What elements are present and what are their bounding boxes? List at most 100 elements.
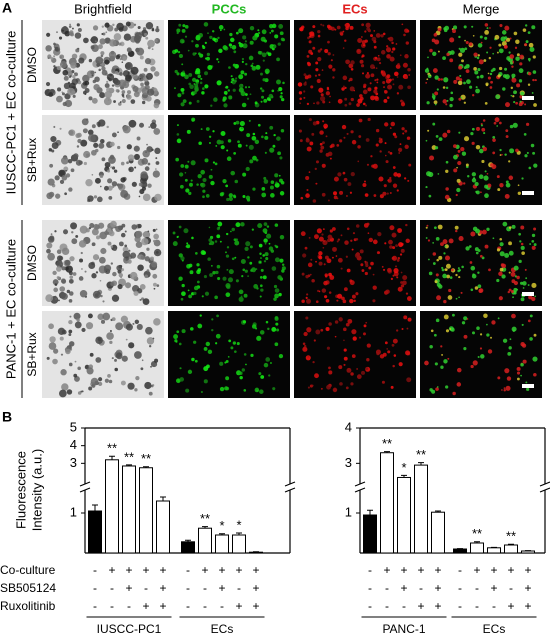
cell: [486, 227, 490, 231]
cell: [516, 53, 520, 57]
cell: [477, 249, 481, 252]
cell: [71, 238, 78, 245]
cell: [504, 25, 510, 31]
panel-label: B: [2, 409, 12, 425]
cell: [147, 230, 150, 233]
treatment-sign: +: [507, 563, 514, 577]
bar: [470, 542, 484, 554]
cell: [117, 183, 124, 189]
cell: [184, 35, 188, 38]
cell: [262, 275, 267, 280]
cell: [365, 321, 368, 324]
cell: [266, 233, 272, 239]
cell: [428, 194, 432, 198]
cell: [225, 292, 231, 298]
cell: [186, 129, 191, 134]
cell: [323, 263, 326, 266]
cell: [200, 182, 206, 188]
cell: [154, 38, 158, 43]
cell: [195, 252, 198, 255]
cell: [139, 73, 142, 76]
cell: [195, 79, 200, 84]
cell: [219, 361, 224, 366]
cell: [263, 260, 267, 263]
cell: [365, 104, 368, 107]
treatment-sign: +: [473, 563, 480, 577]
cell: [362, 102, 366, 106]
cell: [445, 169, 449, 173]
cell: [307, 36, 310, 40]
cell: [253, 284, 259, 289]
cell: [71, 231, 74, 234]
cell: [204, 41, 207, 45]
bar: [504, 544, 518, 554]
cell: [69, 315, 72, 318]
cell: [203, 379, 208, 384]
cell: [59, 336, 64, 341]
cell: [46, 242, 53, 249]
cell: [150, 66, 156, 72]
treatment-sign: +: [417, 599, 424, 613]
cell: [118, 273, 123, 278]
cell: [106, 125, 109, 129]
cell: [77, 28, 82, 32]
cell: [311, 384, 314, 387]
cell: [86, 367, 94, 375]
cell: [435, 387, 439, 391]
cell: [392, 132, 397, 136]
cell: [349, 191, 353, 194]
cell: [366, 358, 370, 362]
cell: [527, 71, 532, 76]
cell: [260, 268, 264, 272]
error-bar: [185, 539, 191, 542]
cell: [404, 54, 409, 59]
cell: [432, 68, 438, 74]
significance: **: [124, 449, 134, 464]
cell: [499, 251, 505, 257]
cell: [318, 251, 323, 256]
cell: [529, 337, 533, 341]
cell: [47, 252, 55, 261]
cell: [234, 350, 237, 353]
cell: [107, 169, 111, 173]
cell: [139, 284, 146, 290]
cell: [472, 34, 475, 37]
cell: [371, 36, 377, 42]
cell: [191, 40, 194, 43]
cell: [524, 43, 528, 47]
cell: [520, 91, 525, 96]
cell: [247, 256, 250, 259]
treatment-sign: +: [252, 599, 259, 613]
cell: [262, 78, 266, 82]
cell: [397, 228, 403, 233]
cell: [182, 24, 186, 28]
cell: [94, 177, 101, 184]
cell: [269, 147, 275, 153]
cell: [389, 245, 393, 249]
cell: [343, 348, 347, 352]
cell: [363, 180, 367, 183]
cell: [361, 23, 365, 27]
cell: [118, 27, 124, 32]
cell: [200, 77, 203, 80]
cell: [477, 355, 480, 359]
cell: [358, 135, 362, 138]
cell: [218, 48, 223, 54]
cell: [483, 132, 486, 135]
cell: [486, 27, 489, 30]
treatment-sign: +: [417, 563, 424, 577]
cell: [187, 369, 193, 375]
cell: [141, 158, 149, 165]
cell: [368, 237, 374, 243]
cell: [517, 184, 520, 187]
cell: [51, 142, 59, 149]
cell: [480, 354, 485, 359]
cell: [281, 266, 286, 271]
cell: [310, 258, 313, 261]
cell: [48, 148, 53, 152]
cell: [520, 374, 522, 377]
cell: [400, 271, 403, 274]
cell: [179, 172, 184, 177]
cell: [224, 386, 229, 391]
cell: [213, 97, 218, 102]
